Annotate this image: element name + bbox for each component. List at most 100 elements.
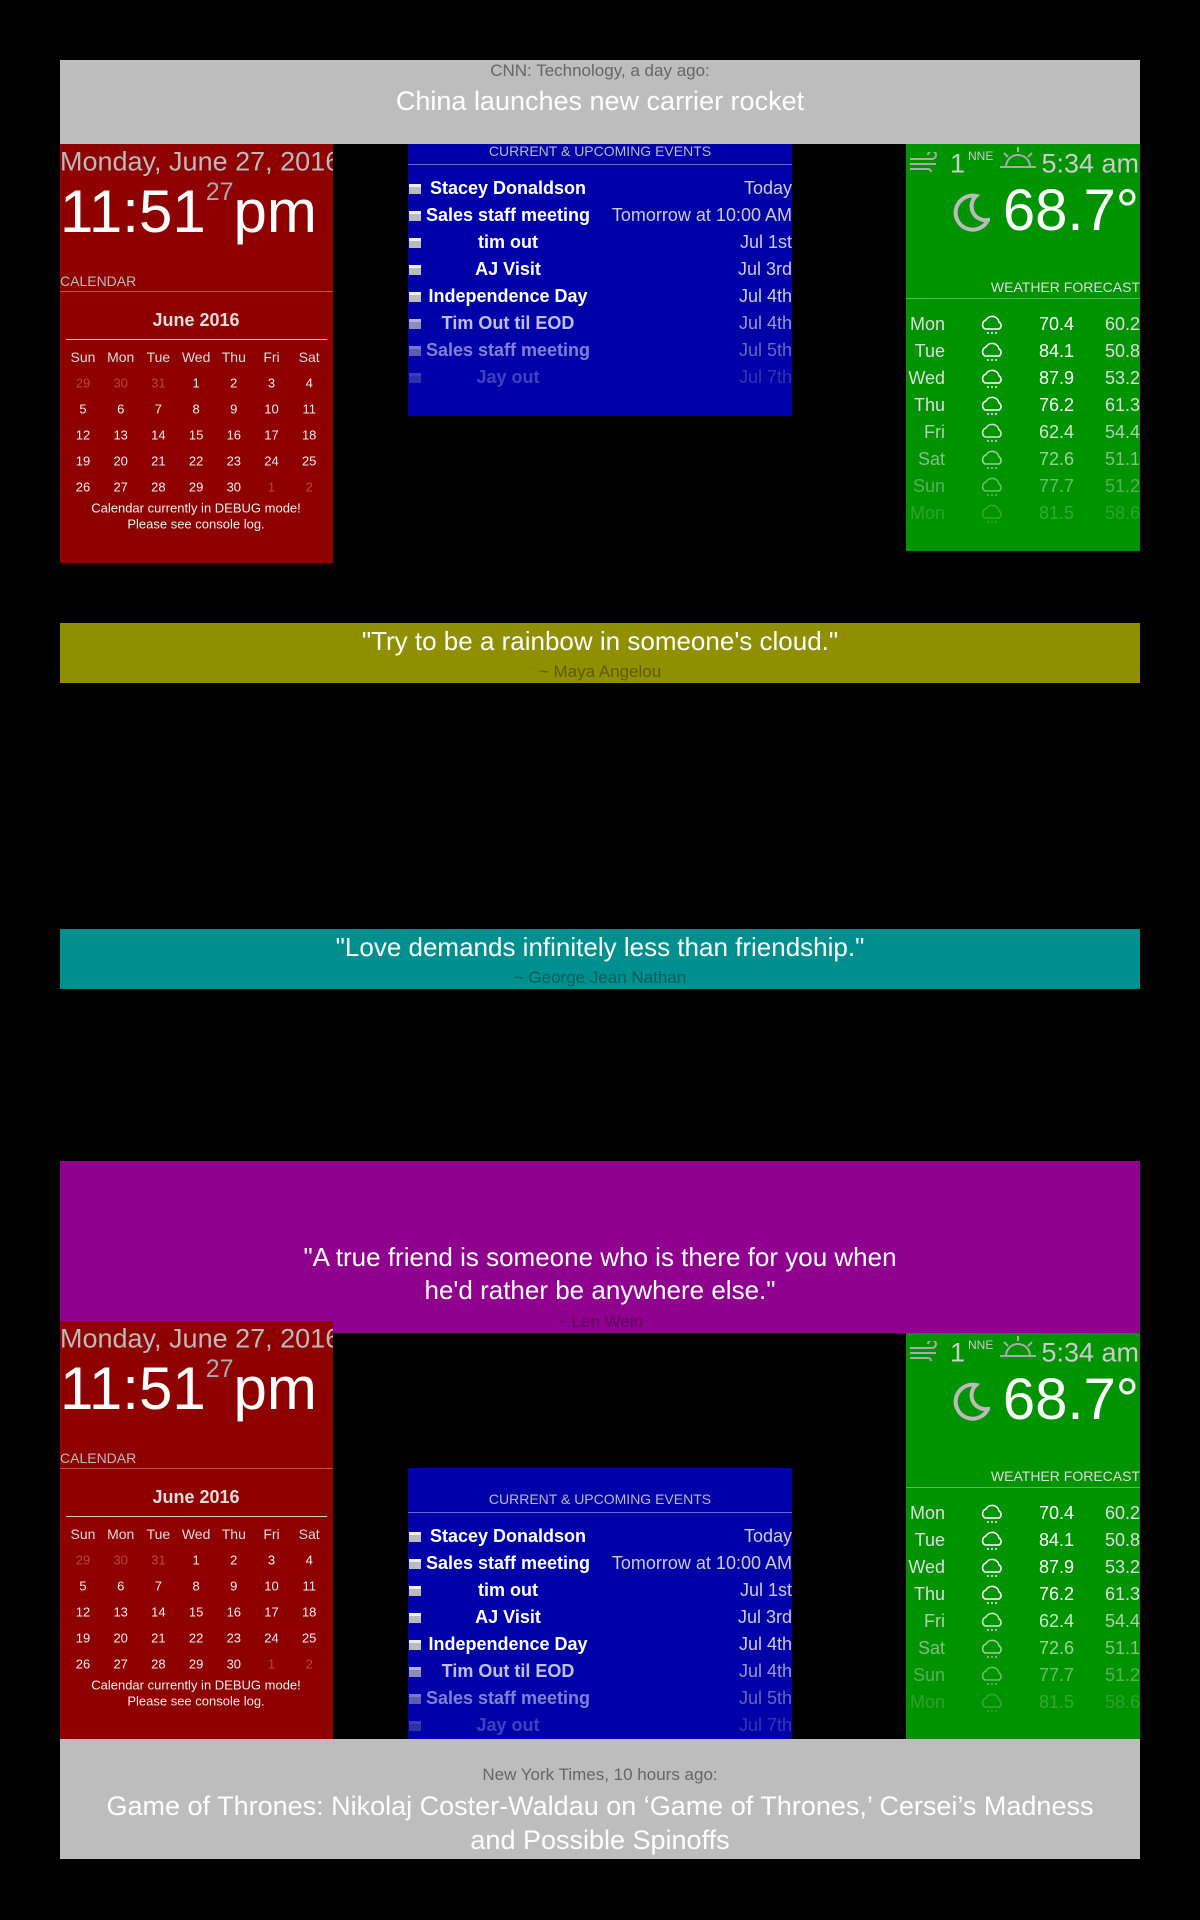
forecast-icon [981, 396, 1002, 415]
event-icon [409, 1532, 421, 1542]
forecast-low: 61.3 [1104, 1584, 1140, 1604]
clock-calendar: Monday, June 27, 2016 11:5127pm CALENDAR Ju… [60, 144, 333, 563]
calendar-day: 31 [151, 1552, 166, 1568]
event-row: AJ Visit Jul 3rd [408, 1468, 792, 1739]
calendar-day: 29 [75, 1552, 91, 1568]
forecast-high: 77.7 [1038, 1665, 1074, 1685]
calendar-day: 9 [230, 1578, 238, 1594]
forecast-high: 81.5 [1038, 503, 1074, 523]
news-feed: CNN: Technology, a day ago: China launche… [60, 60, 1140, 144]
forecast-icon [981, 1612, 1002, 1631]
event-icon [409, 346, 421, 356]
weekday: Sun [70, 349, 96, 365]
weekday: Sat [298, 1526, 320, 1542]
calendar-debug: Please see console log. [127, 1693, 265, 1709]
event-row: Tim Out til EOD Jul 4th [408, 144, 792, 416]
forecast-icon [981, 1666, 1002, 1685]
weekday: Sun [70, 1526, 96, 1542]
quote: "Love demands infinitely less than frien… [60, 929, 1140, 989]
forecast-icon [981, 315, 1002, 334]
event-icon [409, 319, 421, 329]
event-title: Tim Out til EOD [441, 313, 575, 333]
forecast-row: Mon 70.4 60.2 [906, 144, 1140, 551]
event-icon [409, 1694, 421, 1704]
event-row: tim out Jul 1st [408, 144, 792, 416]
event-time: Today [743, 178, 792, 198]
forecast-low: 60.2 [1104, 1503, 1140, 1523]
sunrise-icon [1000, 147, 1036, 168]
calendar-day: 11 [302, 1578, 316, 1594]
forecast-day: Sat [917, 1638, 945, 1658]
forecast-day: Wed [908, 368, 945, 388]
clock-time: 11:5127pm [60, 1357, 317, 1419]
calendar-day: 1 [192, 1552, 200, 1568]
forecast-day: Sat [917, 449, 945, 469]
events-header: CURRENT & UPCOMING EVENTS [488, 1491, 712, 1507]
event-title: Sales staff meeting [425, 340, 591, 360]
calendar-day: 29 [75, 375, 91, 391]
calendar-debug: Calendar currently in DEBUG mode! [91, 1677, 301, 1693]
event-time: Jul 4th [738, 1634, 792, 1654]
quote: "Try to be a rainbow in someone's cloud.… [60, 623, 1140, 683]
forecast-row: Wed 87.9 53.2 [906, 1333, 1140, 1739]
weekday: Mon [107, 349, 135, 365]
event-time: Jul 1st [739, 232, 792, 252]
calendar-month: June 2016 [152, 1487, 240, 1507]
calendar-day: 23 [226, 1630, 242, 1646]
forecast-icon [981, 1639, 1002, 1658]
forecast-day: Wed [908, 1557, 945, 1577]
calendar-day: 16 [226, 427, 242, 443]
calendar-day: 2 [305, 1656, 313, 1672]
divider [906, 298, 1140, 299]
forecast-row: Wed 87.9 53.2 [906, 144, 1140, 551]
calendar-day: 4 [305, 1552, 313, 1568]
forecast-high: 72.6 [1038, 449, 1074, 469]
forecast-day: Thu [913, 1584, 945, 1604]
forecast-row: Mon 81.5 58.6 [906, 1333, 1140, 1739]
event-row: Sales staff meeting Tomorrow at 10:00 AM [408, 1468, 792, 1739]
event-title: Jay out [476, 367, 540, 387]
calendar-day: 6 [117, 1578, 125, 1594]
event-row: Independence Day Jul 4th [408, 144, 792, 416]
forecast-icon [981, 1585, 1002, 1604]
calendar-day: 14 [151, 427, 166, 443]
news-source: New York Times, 10 hours ago: [482, 1765, 718, 1784]
event-time: Jul 5th [738, 1688, 792, 1708]
forecast-high: 87.9 [1038, 1557, 1074, 1577]
event-time: Jul 5th [738, 340, 792, 360]
forecast-day: Fri [924, 422, 945, 442]
calendar-day: 18 [301, 1604, 317, 1620]
clock-period: pm [233, 1355, 317, 1422]
calendar-day: 13 [113, 1604, 128, 1620]
event-time: Tomorrow at 10:00 AM [611, 205, 792, 225]
quote-text: "Try to be a rainbow in someone's cloud.… [361, 626, 839, 656]
calendar-day: 8 [192, 401, 200, 417]
event-title: Independence Day [428, 286, 588, 306]
calendar-day: 18 [301, 427, 317, 443]
event-row: tim out Jul 1st [408, 1468, 792, 1739]
forecast-day: Mon [909, 1692, 945, 1712]
calendar-day: 1 [267, 1656, 276, 1672]
quote: "A true friend is someone who is there f… [60, 1161, 1140, 1333]
divider [60, 291, 333, 292]
forecast-high: 77.7 [1038, 476, 1074, 496]
calendar-day: 31 [151, 375, 166, 391]
weekday: Mon [107, 1526, 135, 1542]
divider [60, 1468, 333, 1469]
forecast-day: Fri [924, 1611, 945, 1631]
calendar-day: 5 [79, 1578, 87, 1594]
calendar-day: 19 [75, 453, 91, 469]
forecast-row: Fri 62.4 54.4 [906, 144, 1140, 551]
event-title: Stacey Donaldson [429, 1526, 587, 1546]
calendar-day: 30 [226, 1656, 242, 1672]
clock-hours: 11:51 [60, 1355, 206, 1422]
clock-hours: 11:51 [60, 178, 206, 245]
event-time: Jul 4th [738, 313, 792, 333]
calendar-day: 15 [188, 1604, 204, 1620]
forecast-day: Thu [913, 395, 945, 415]
calendar-day: 27 [113, 1656, 128, 1672]
calendar-day: 25 [301, 1630, 317, 1646]
forecast-row: Sun 77.7 51.2 [906, 1333, 1140, 1739]
forecast-high: 62.4 [1038, 422, 1074, 442]
